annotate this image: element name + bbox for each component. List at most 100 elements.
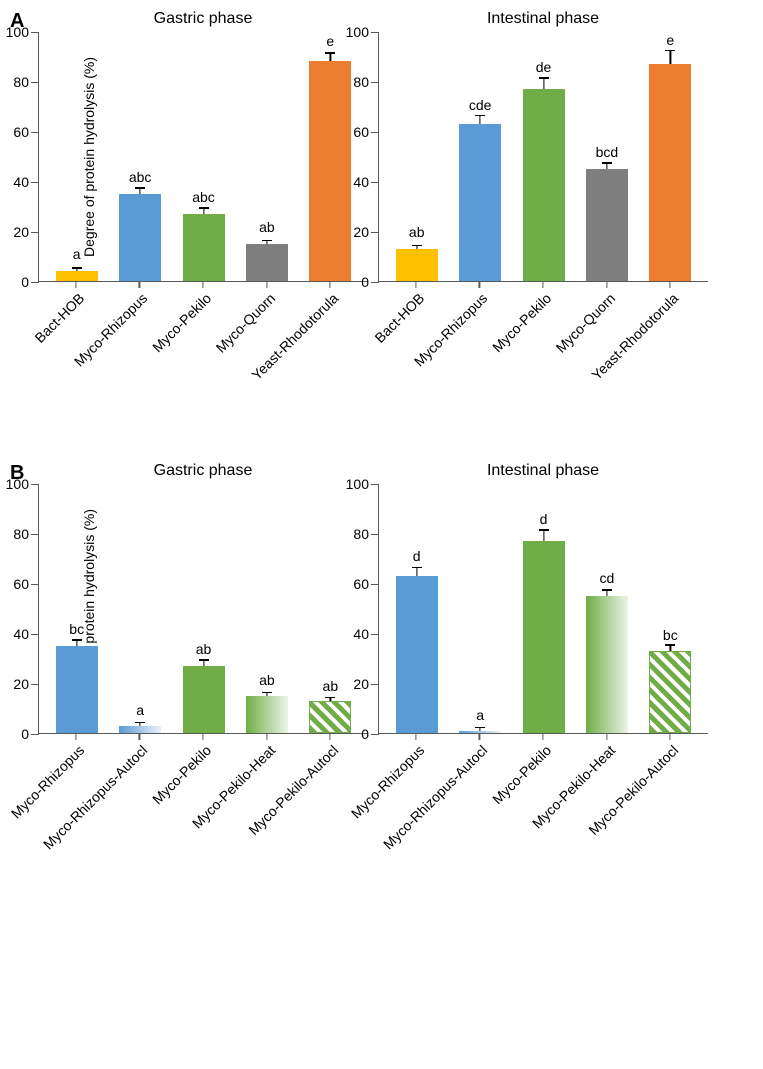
error-cap bbox=[539, 529, 549, 530]
error-cap bbox=[412, 567, 422, 568]
error-cap bbox=[539, 77, 549, 78]
bar: a bbox=[119, 726, 161, 734]
panel-B: BGastric phase020406080100Degree of prot… bbox=[10, 462, 753, 904]
significance-label: d bbox=[540, 511, 548, 527]
y-tick bbox=[371, 684, 379, 685]
y-tick-label: 20 bbox=[13, 224, 29, 240]
significance-label: cde bbox=[469, 97, 492, 113]
y-tick-label: 40 bbox=[353, 626, 369, 642]
bar-slot: bc bbox=[45, 646, 108, 734]
error-cap bbox=[199, 207, 209, 208]
plot-area: 020406080100dadcdbc bbox=[378, 484, 708, 734]
error-cap bbox=[72, 639, 82, 640]
bar-slot: a bbox=[108, 726, 171, 734]
y-tick-label: 100 bbox=[6, 476, 29, 492]
x-tick bbox=[266, 282, 267, 288]
bar-slot: d bbox=[385, 576, 448, 734]
y-tick-label: 60 bbox=[353, 576, 369, 592]
significance-label: e bbox=[326, 33, 334, 49]
y-tick-label: 100 bbox=[346, 476, 369, 492]
error-cap bbox=[475, 727, 485, 728]
y-tick bbox=[371, 484, 379, 485]
subtitle: Intestinal phase bbox=[378, 462, 708, 480]
y-tick-label: 60 bbox=[13, 124, 29, 140]
bar-slot: cde bbox=[448, 124, 511, 282]
x-tick bbox=[542, 282, 543, 288]
bar-slot: cd bbox=[575, 596, 638, 734]
bar-slot: e bbox=[639, 64, 702, 282]
y-tick bbox=[31, 484, 39, 485]
y-tick-label: 40 bbox=[13, 626, 29, 642]
bar: ab bbox=[183, 666, 225, 734]
x-label-slot: Yeast-Rhodotorula bbox=[298, 282, 362, 402]
x-tick bbox=[202, 734, 203, 740]
x-label-slot: Yeast-Rhodotorula bbox=[638, 282, 702, 402]
bar-slot: ab bbox=[385, 249, 448, 282]
y-tick bbox=[371, 534, 379, 535]
bar: a bbox=[459, 731, 501, 734]
bar: de bbox=[523, 89, 565, 282]
significance-label: d bbox=[413, 548, 421, 564]
significance-label: a bbox=[73, 246, 81, 262]
y-tick bbox=[371, 32, 379, 33]
y-tick-label: 100 bbox=[346, 24, 369, 40]
significance-label: cd bbox=[600, 570, 615, 586]
error-cap bbox=[135, 722, 145, 723]
x-tick bbox=[266, 734, 267, 740]
y-tick-label: 0 bbox=[21, 274, 29, 290]
bar-slot: bcd bbox=[575, 169, 638, 282]
significance-label: abc bbox=[192, 189, 215, 205]
chart: Gastric phase020406080100Degree of prote… bbox=[38, 462, 368, 904]
error-cap bbox=[262, 692, 272, 693]
error-cap bbox=[135, 187, 145, 188]
panel-A: AGastric phase020406080100Degree of prot… bbox=[10, 10, 753, 442]
y-tick bbox=[31, 634, 39, 635]
significance-label: ab bbox=[323, 678, 339, 694]
x-label-slot: Myco-Pekilo-Autocl bbox=[298, 734, 362, 854]
bars-container: dadcdbc bbox=[379, 484, 708, 733]
y-tick-label: 80 bbox=[353, 526, 369, 542]
bar: a bbox=[56, 271, 98, 281]
y-tick bbox=[31, 282, 39, 283]
y-tick bbox=[371, 82, 379, 83]
y-tick-label: 40 bbox=[353, 174, 369, 190]
bar: e bbox=[309, 61, 351, 281]
x-labels: Bact-HOBMyco-RhizopusMyco-PekiloMyco-Quo… bbox=[378, 282, 708, 442]
x-category-label: Bact-HOB bbox=[31, 290, 87, 346]
y-tick-label: 60 bbox=[13, 576, 29, 592]
bars-container: bcaababab bbox=[39, 484, 368, 733]
plot-area: 020406080100abcdedebcde bbox=[378, 32, 708, 282]
subtitle: Gastric phase bbox=[38, 10, 368, 28]
x-tick bbox=[606, 734, 607, 740]
y-tick-label: 100 bbox=[6, 24, 29, 40]
significance-label: a bbox=[476, 707, 484, 723]
x-tick bbox=[542, 734, 543, 740]
x-tick bbox=[139, 734, 140, 740]
y-tick-label: 40 bbox=[13, 174, 29, 190]
plot-area: 020406080100Degree of protein hydrolysis… bbox=[38, 484, 368, 734]
y-tick bbox=[31, 132, 39, 133]
x-tick bbox=[479, 282, 480, 288]
significance-label: ab bbox=[409, 224, 425, 240]
bar: bc bbox=[649, 651, 691, 734]
bar-slot: ab bbox=[235, 696, 298, 734]
y-tick-label: 0 bbox=[361, 726, 369, 742]
bar: cde bbox=[459, 124, 501, 282]
significance-label: ab bbox=[259, 219, 275, 235]
x-labels: Myco-RhizopusMyco-Rhizopus-AutoclMyco-Pe… bbox=[378, 734, 708, 904]
x-labels: Myco-RhizopusMyco-Rhizopus-AutoclMyco-Pe… bbox=[38, 734, 368, 904]
y-tick-label: 0 bbox=[361, 274, 369, 290]
chart: Intestinal phase020406080100abcdedebcdeB… bbox=[378, 10, 708, 442]
y-tick bbox=[371, 734, 379, 735]
x-tick bbox=[415, 282, 416, 288]
x-label-slot: Myco-Pekilo-Autocl bbox=[638, 734, 702, 854]
y-tick-label: 20 bbox=[353, 676, 369, 692]
x-tick bbox=[670, 282, 671, 288]
x-tick bbox=[202, 282, 203, 288]
bar: ab bbox=[246, 244, 288, 282]
bar: d bbox=[396, 576, 438, 734]
y-tick-label: 60 bbox=[353, 124, 369, 140]
bar-slot: ab bbox=[235, 244, 298, 282]
y-tick bbox=[31, 534, 39, 535]
y-tick bbox=[371, 132, 379, 133]
